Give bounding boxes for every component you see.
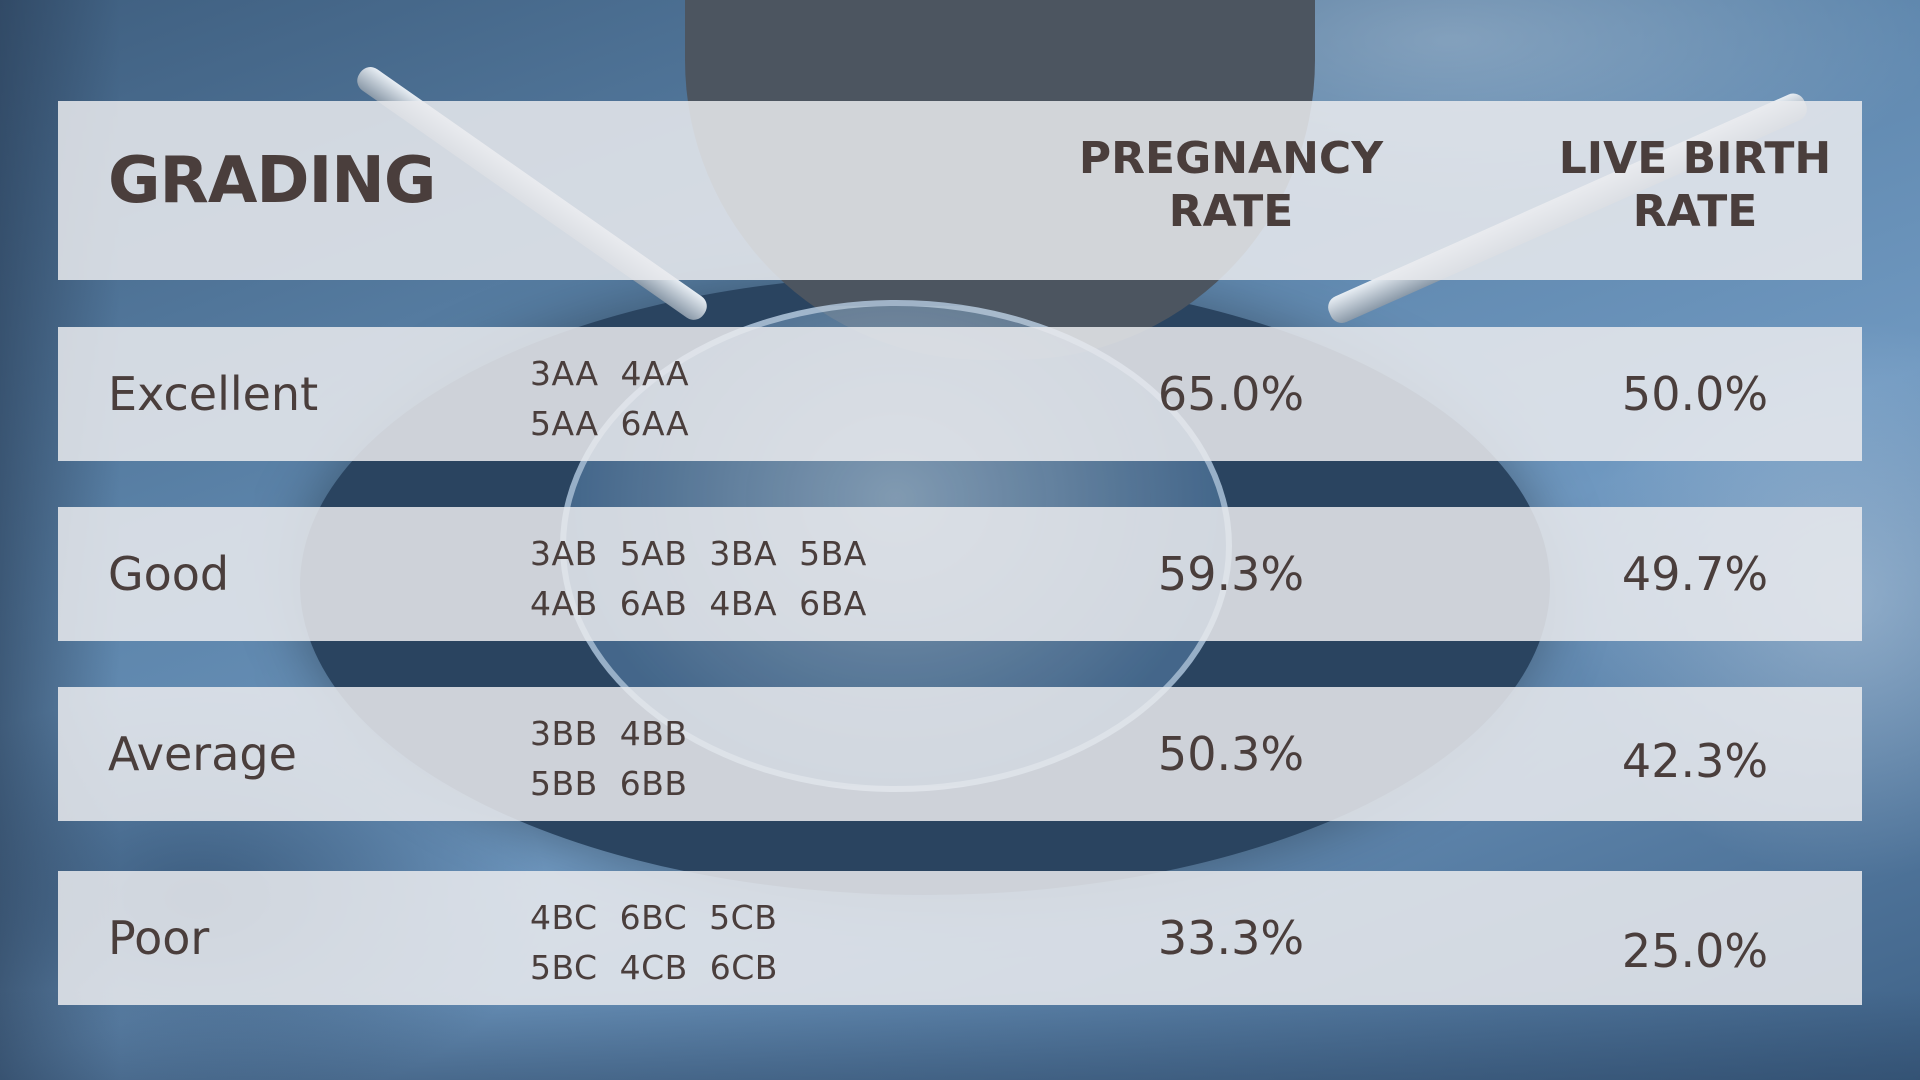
table-row-average: Average 3BB 4BB 5BB 6BB 50.3% 42.3% [58, 687, 1862, 821]
live-birth-rate-value: 50.0% [1621, 367, 1769, 421]
grade-codes-line1: 3AB 5AB 3BA 5BA [530, 534, 867, 573]
grade-label: Poor [108, 911, 210, 965]
grade-codes-line2: 5BB 6BB [530, 764, 688, 803]
pregnancy-rate-heading-line1: PREGNANCY [1078, 133, 1384, 184]
table-header: GRADING PREGNANCY RATE LIVE BIRTH RATE [58, 101, 1862, 280]
table-row-excellent: Excellent 3AA 4AA 5AA 6AA 65.0% 50.0% [58, 327, 1862, 461]
live-birth-rate-value: 49.7% [1621, 547, 1769, 601]
pregnancy-rate-value: 50.3% [1157, 727, 1305, 781]
live-birth-rate-heading-line1: LIVE BIRTH [1558, 133, 1832, 184]
pregnancy-rate-value: 33.3% [1157, 911, 1305, 965]
grade-codes: 4BC 6BC 5CB 5BC 4CB 6CB [530, 893, 778, 993]
background-shade-bottom [0, 990, 1920, 1080]
grading-heading: GRADING [108, 144, 436, 218]
grade-codes-line2: 4AB 6AB 4BA 6BA [530, 584, 867, 623]
grade-codes-line1: 4BC 6BC 5CB [530, 898, 778, 937]
grade-codes: 3AB 5AB 3BA 5BA 4AB 6AB 4BA 6BA [530, 529, 867, 629]
live-birth-rate-value: 42.3% [1621, 734, 1769, 788]
live-birth-rate-heading-line2: RATE [1632, 185, 1758, 237]
pregnancy-rate-heading: PREGNANCY RATE [1051, 133, 1411, 239]
pregnancy-rate-value: 59.3% [1157, 547, 1305, 601]
pregnancy-rate-value: 65.0% [1157, 367, 1305, 421]
grade-codes-line1: 3BB 4BB [530, 714, 688, 753]
live-birth-rate-value: 25.0% [1621, 924, 1769, 978]
table-row-good: Good 3AB 5AB 3BA 5BA 4AB 6AB 4BA 6BA 59.… [58, 507, 1862, 641]
grade-codes-line2: 5BC 4CB 6CB [530, 948, 778, 987]
grade-codes: 3AA 4AA 5AA 6AA [530, 349, 689, 449]
grade-codes-line2: 5AA 6AA [530, 404, 690, 443]
grade-codes: 3BB 4BB 5BB 6BB [530, 709, 688, 809]
live-birth-rate-heading: LIVE BIRTH RATE [1515, 133, 1875, 239]
grade-label: Excellent [108, 367, 319, 421]
grade-codes-line1: 3AA 4AA [530, 354, 690, 393]
table-row-poor: Poor 4BC 6BC 5CB 5BC 4CB 6CB 33.3% 25.0% [58, 871, 1862, 1005]
pregnancy-rate-heading-line2: RATE [1168, 185, 1294, 237]
grade-label: Average [108, 727, 297, 781]
grade-label: Good [108, 547, 230, 601]
